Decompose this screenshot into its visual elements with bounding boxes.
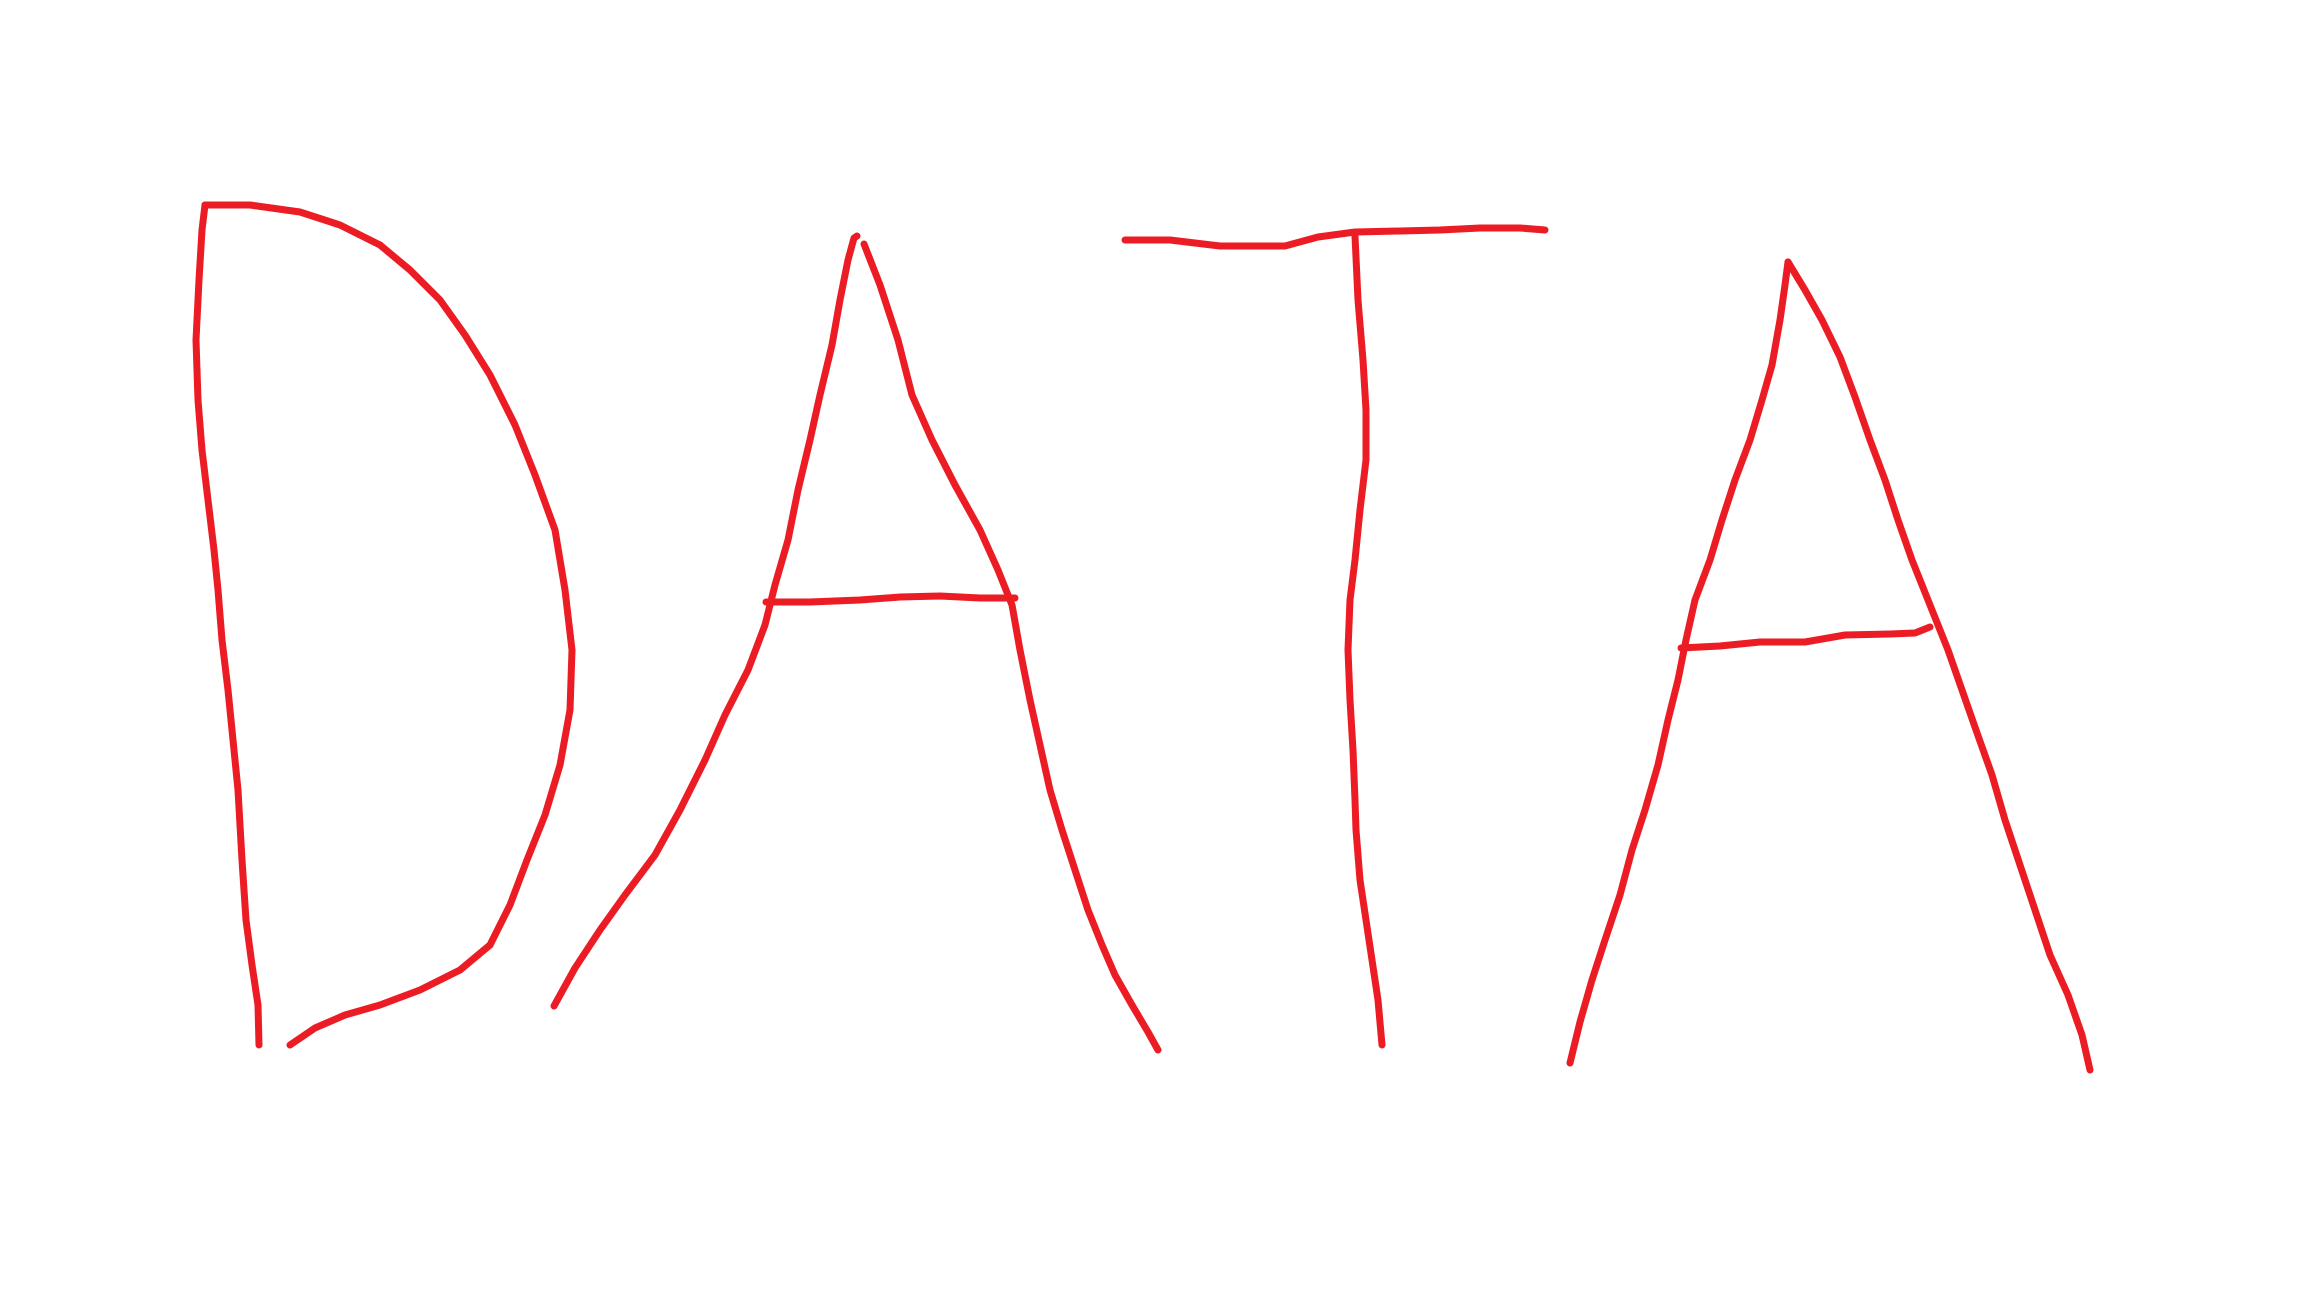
letter-a-first-crossbar [762, 592, 1019, 606]
letter-a-second-crossbar [1677, 623, 1934, 652]
letter-a-second [1566, 258, 2094, 1074]
letter-t [1121, 224, 1549, 1049]
letter-a-first-right-leg [860, 240, 1162, 1054]
letter-d-bowl [201, 201, 576, 1049]
letter-t-top-bar [1121, 224, 1549, 250]
letter-t-stem [1344, 232, 1386, 1049]
letter-d-stem [192, 201, 263, 1049]
letter-d [192, 201, 576, 1049]
letter-a-first [550, 232, 1162, 1054]
handwritten-word [192, 201, 2094, 1074]
letter-a-second-left-leg [1566, 258, 1792, 1067]
letter-a-second-right-leg [1784, 258, 2094, 1074]
